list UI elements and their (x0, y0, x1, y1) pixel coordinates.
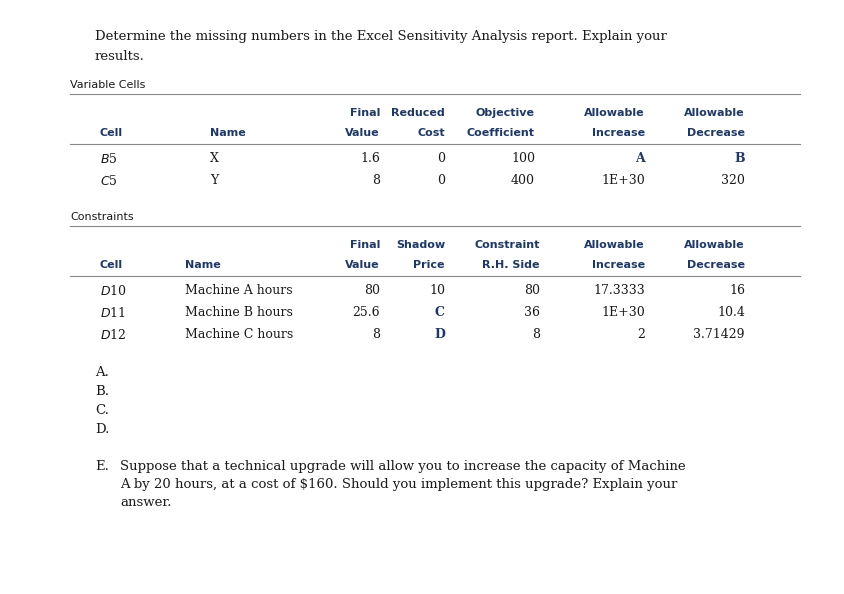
Text: 10: 10 (429, 284, 445, 297)
Text: Name: Name (210, 128, 246, 138)
Text: Cell: Cell (100, 260, 123, 270)
Text: 1E+30: 1E+30 (601, 306, 644, 319)
Text: D: D (434, 328, 445, 341)
Text: A: A (635, 152, 644, 165)
Text: 8: 8 (371, 174, 380, 187)
Text: Machine A hours: Machine A hours (185, 284, 292, 297)
Text: Final: Final (349, 108, 380, 118)
Text: B: B (733, 152, 744, 165)
Text: Cost: Cost (417, 128, 445, 138)
Text: Name: Name (185, 260, 220, 270)
Text: A.: A. (95, 366, 109, 379)
Text: 25.6: 25.6 (352, 306, 380, 319)
Text: Variable Cells: Variable Cells (70, 80, 145, 90)
Text: $D$12: $D$12 (100, 328, 126, 342)
Text: 17.3333: 17.3333 (592, 284, 644, 297)
Text: $D$11: $D$11 (100, 306, 126, 320)
Text: X: X (210, 152, 219, 165)
Text: Value: Value (345, 128, 380, 138)
Text: 16: 16 (728, 284, 744, 297)
Text: Y: Y (210, 174, 218, 187)
Text: Value: Value (345, 260, 380, 270)
Text: 80: 80 (523, 284, 539, 297)
Text: Decrease: Decrease (686, 128, 744, 138)
Text: 1E+30: 1E+30 (601, 174, 644, 187)
Text: 80: 80 (364, 284, 380, 297)
Text: B.: B. (95, 385, 109, 398)
Text: A by 20 hours, at a cost of $160. Should you implement this upgrade? Explain you: A by 20 hours, at a cost of $160. Should… (120, 478, 677, 491)
Text: Machine B hours: Machine B hours (185, 306, 293, 319)
Text: Reduced: Reduced (391, 108, 445, 118)
Text: results.: results. (95, 50, 144, 63)
Text: 3.71429: 3.71429 (693, 328, 744, 341)
Text: C.: C. (95, 404, 109, 417)
Text: 0: 0 (436, 152, 445, 165)
Text: 10.4: 10.4 (717, 306, 744, 319)
Text: $C$5: $C$5 (100, 174, 117, 188)
Text: Suppose that a technical upgrade will allow you to increase the capacity of Mach: Suppose that a technical upgrade will al… (120, 460, 684, 473)
Text: Constraint: Constraint (474, 240, 539, 250)
Text: Machine C hours: Machine C hours (185, 328, 293, 341)
Text: 1.6: 1.6 (360, 152, 380, 165)
Text: answer.: answer. (120, 496, 171, 509)
Text: Coefficient: Coefficient (467, 128, 534, 138)
Text: Increase: Increase (591, 260, 644, 270)
Text: 8: 8 (532, 328, 539, 341)
Text: 8: 8 (371, 328, 380, 341)
Text: R.H. Side: R.H. Side (482, 260, 539, 270)
Text: Decrease: Decrease (686, 260, 744, 270)
Text: C: C (435, 306, 445, 319)
Text: D.: D. (95, 423, 109, 436)
Text: 2: 2 (636, 328, 644, 341)
Text: Objective: Objective (475, 108, 534, 118)
Text: Shadow: Shadow (395, 240, 445, 250)
Text: Increase: Increase (591, 128, 644, 138)
Text: Price: Price (413, 260, 445, 270)
Text: 0: 0 (436, 174, 445, 187)
Text: Final: Final (349, 240, 380, 250)
Text: 100: 100 (511, 152, 534, 165)
Text: 320: 320 (720, 174, 744, 187)
Text: Allowable: Allowable (584, 108, 644, 118)
Text: $D$10: $D$10 (100, 284, 127, 298)
Text: 400: 400 (511, 174, 534, 187)
Text: E.: E. (95, 460, 109, 473)
Text: Allowable: Allowable (684, 108, 744, 118)
Text: Allowable: Allowable (684, 240, 744, 250)
Text: 36: 36 (523, 306, 539, 319)
Text: Determine the missing numbers in the Excel Sensitivity Analysis report. Explain : Determine the missing numbers in the Exc… (95, 30, 666, 43)
Text: Cell: Cell (100, 128, 123, 138)
Text: $B$5: $B$5 (100, 152, 117, 166)
Text: Allowable: Allowable (584, 240, 644, 250)
Text: Constraints: Constraints (70, 212, 133, 222)
